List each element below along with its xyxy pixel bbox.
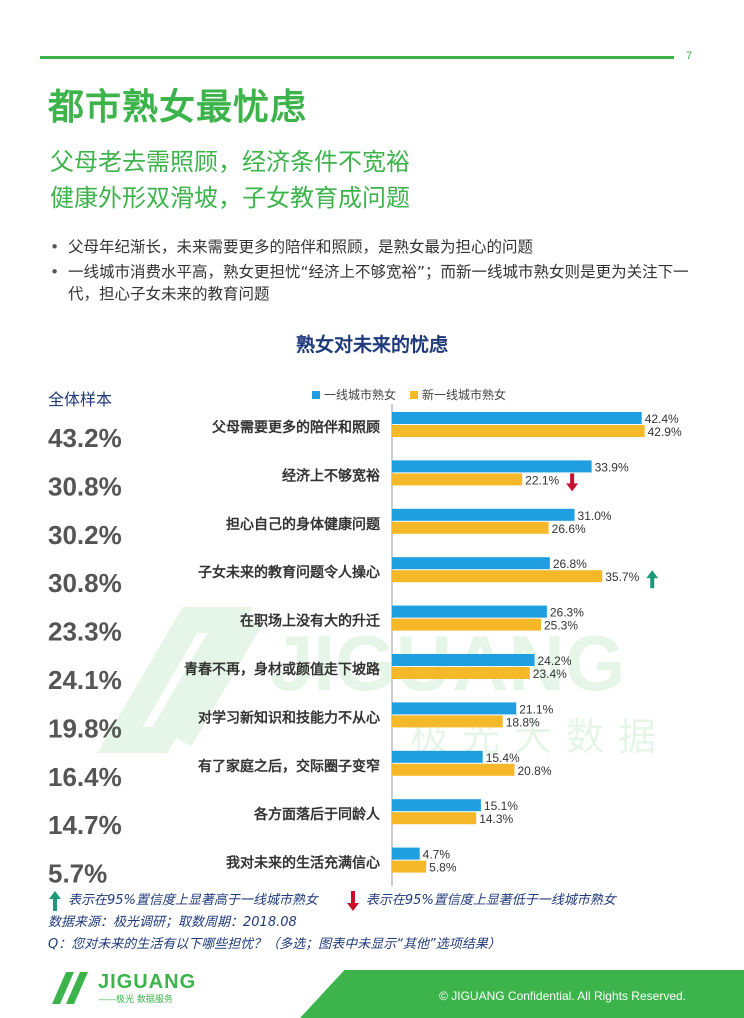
- overall-value: 5.7%: [48, 859, 107, 889]
- down-legend-text: 表示在95%置信度上显著低于一线城市熟女: [365, 893, 616, 908]
- category-label: 经济上不够宽裕: [282, 467, 380, 484]
- bar-series-2: [392, 812, 477, 825]
- bar-chart: 43.2% 父母需要更多的陪伴和照顾 42.4%42.9% 30.8% 经济上不够宽裕 3…: [48, 404, 682, 889]
- down-arrow-icon: [346, 891, 359, 911]
- category-label: 对学习新知识和技能力不从心: [198, 709, 380, 726]
- bar-series-2: [392, 860, 427, 873]
- bar-series-2: [392, 763, 515, 776]
- up-arrow-icon: [49, 891, 61, 911]
- overall-value: 23.3%: [48, 617, 122, 647]
- logo-subtext: ——极光 数据服务: [98, 995, 173, 1005]
- data-source: 数据来源：极光调研；取数周期：2018.08: [48, 915, 297, 930]
- chart-legend: 一线城市熟女 新一线城市熟女: [312, 386, 506, 403]
- bar-series-1: [392, 508, 575, 521]
- category-label: 担心自己的身体健康问题: [226, 516, 381, 533]
- data-label: 14.3%: [479, 812, 513, 826]
- bar-series-2: [392, 618, 541, 631]
- logo-text: JIGUANG: [98, 971, 197, 993]
- overall-value: 30.2%: [48, 520, 122, 550]
- bar-series-2: [392, 715, 503, 728]
- subtitle-line-2: 健康外形双滑坡，子女教育成问题: [50, 184, 410, 212]
- bar-series-1: [392, 702, 517, 715]
- data-label: 21.1%: [519, 702, 553, 716]
- significance-up-icon: [646, 570, 659, 589]
- data-label: 42.9%: [648, 425, 682, 439]
- bar-series-1: [392, 557, 550, 570]
- category-label: 在职场上没有大的升迁: [240, 613, 380, 630]
- data-label: 23.4%: [533, 667, 567, 681]
- bar-series-1: [392, 605, 547, 618]
- data-label: 42.4%: [645, 412, 679, 426]
- category-label: 父母需要更多的陪伴和照顾: [211, 419, 380, 436]
- page-number: 7: [686, 50, 693, 62]
- data-label: 22.1%: [525, 473, 559, 487]
- overall-value: 24.1%: [48, 665, 122, 695]
- data-label: 35.7%: [605, 570, 639, 584]
- category-label: 各方面落后于同龄人: [253, 806, 381, 823]
- chart-title: 熟女对未来的忧虑: [295, 334, 448, 356]
- data-label: 33.9%: [595, 460, 629, 474]
- bar-series-1: [392, 654, 535, 666]
- legend-item-series-2: 新一线城市熟女: [410, 386, 506, 403]
- data-label: 18.8%: [506, 715, 540, 729]
- footer-bar: [300, 970, 744, 1018]
- data-label: 20.8%: [517, 764, 551, 778]
- category-label: 我对未来的生活充满信心: [226, 855, 380, 872]
- data-label: 15.4%: [486, 751, 520, 765]
- data-label: 26.6%: [552, 522, 586, 536]
- bar-series-1: [392, 847, 420, 860]
- significance-legend: 表示在95%置信度上显著高于一线城市熟女 表示在95%置信度上显著低于一线城市熟…: [48, 890, 616, 912]
- legend-label: 一线城市熟女: [324, 388, 397, 402]
- bullet-item: 一线城市消费水平高，熟女更担忧“经济上不够宽裕”；而新一线城市熟女则是更为关注下…: [50, 261, 710, 305]
- bar-series-2: [392, 667, 530, 679]
- data-label: 15.1%: [484, 799, 518, 813]
- bullet-item: 父母年纪渐长，未来需要更多的陪伴和照顾，是熟女最为担心的问题: [50, 236, 710, 258]
- legend-label: 新一线城市熟女: [422, 388, 507, 402]
- category-label: 青春不再，身材或颜值走下坡路: [184, 661, 381, 678]
- data-label: 31.0%: [578, 509, 612, 523]
- category-label: 子女未来的教育问题令人操心: [198, 564, 380, 581]
- category-label: 有了家庭之后，交际圈子变窄: [198, 758, 380, 775]
- subtitle-line-1: 父母老去需照顾，经济条件不宽裕: [50, 148, 410, 176]
- overall-sample-header: 全体样本: [48, 390, 113, 409]
- data-label: 26.8%: [553, 557, 587, 571]
- overall-value: 16.4%: [48, 762, 122, 792]
- data-label: 4.7%: [423, 848, 451, 862]
- up-legend-text: 表示在95%置信度上显著高于一线城市熟女: [68, 893, 318, 908]
- legend-swatch-icon: [410, 390, 419, 399]
- survey-question: Q：您对未来的生活有以下哪些担忧？（多选；图表中未显示“其他”选项结果）: [48, 937, 501, 952]
- overall-value: 19.8%: [48, 713, 122, 743]
- top-divider: [40, 56, 674, 59]
- chart-notes: 表示在95%置信度上显著高于一线城市熟女 表示在95%置信度上显著低于一线城市熟…: [48, 890, 616, 956]
- jiguang-logo-icon: [52, 972, 88, 1004]
- significance-down-icon: [566, 473, 579, 492]
- data-label: 5.8%: [429, 861, 457, 875]
- page-title: 都市熟女最忧虑: [48, 87, 308, 128]
- bar-series-1: [392, 750, 483, 763]
- bar-series-2: [392, 570, 603, 583]
- overall-value: 43.2%: [48, 423, 122, 453]
- overall-value: 14.7%: [48, 810, 122, 840]
- bullet-list: 父母年纪渐长，未来需要更多的陪伴和照顾，是熟女最为担心的问题 一线城市消费水平高…: [50, 236, 710, 308]
- legend-item-series-1: 一线城市熟女: [312, 386, 396, 403]
- data-label: 25.3%: [544, 619, 578, 633]
- bar-series-2: [392, 425, 645, 437]
- bar-series-1: [392, 412, 642, 424]
- bar-series-1: [392, 460, 592, 473]
- bar-series-1: [392, 799, 481, 812]
- bar-series-2: [392, 473, 523, 486]
- data-label: 24.2%: [538, 654, 572, 668]
- footer-logo: JIGUANG ——极光 数据服务: [48, 968, 196, 1008]
- overall-value: 30.8%: [48, 471, 122, 501]
- copyright: © JIGUANG Confidential. All Rights Reser…: [439, 989, 686, 1003]
- data-label: 26.3%: [550, 606, 584, 620]
- legend-swatch-icon: [312, 390, 320, 399]
- overall-value: 30.8%: [48, 568, 122, 598]
- bar-series-2: [392, 521, 549, 534]
